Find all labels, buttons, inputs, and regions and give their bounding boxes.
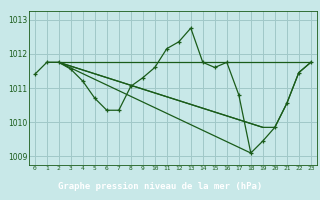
Text: Graphe pression niveau de la mer (hPa): Graphe pression niveau de la mer (hPa) (58, 182, 262, 191)
